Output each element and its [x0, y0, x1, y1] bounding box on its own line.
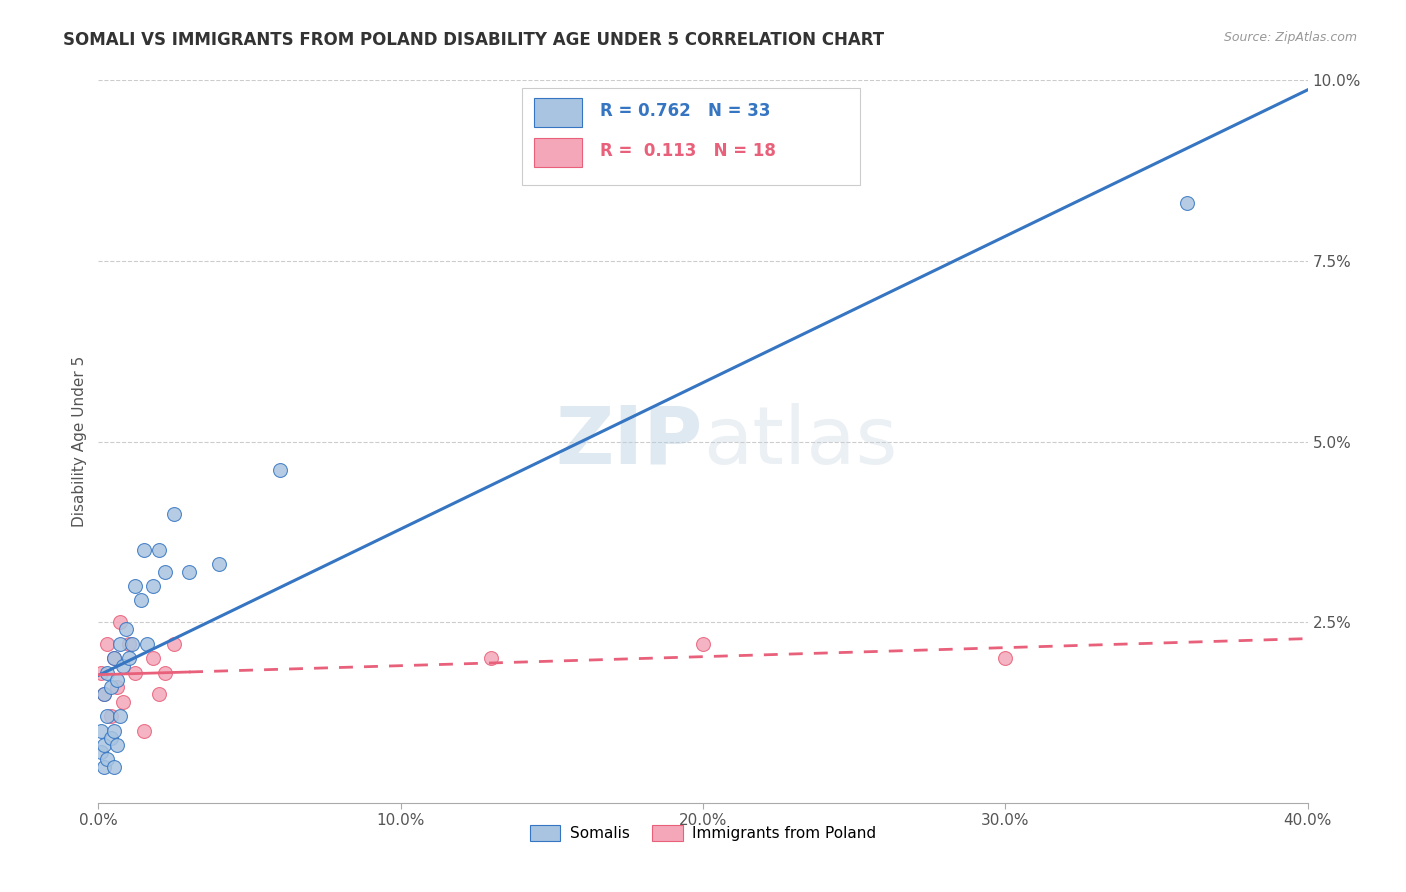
- Y-axis label: Disability Age Under 5: Disability Age Under 5: [72, 356, 87, 527]
- Point: [1175, 196, 1198, 211]
- Point: [108, 709, 131, 723]
- Point: [114, 623, 136, 637]
- Point: [148, 542, 170, 557]
- Point: [100, 709, 122, 723]
- Text: atlas: atlas: [703, 402, 897, 481]
- Point: [108, 615, 131, 630]
- Point: [93, 760, 115, 774]
- Point: [142, 651, 165, 665]
- Point: [105, 680, 128, 694]
- Point: [111, 695, 134, 709]
- Point: [100, 731, 122, 745]
- Text: ZIP: ZIP: [555, 402, 703, 481]
- Point: [179, 565, 201, 579]
- Point: [132, 723, 155, 738]
- Point: [124, 579, 146, 593]
- Point: [208, 558, 231, 572]
- Point: [105, 738, 128, 752]
- Point: [105, 673, 128, 687]
- Point: [135, 637, 157, 651]
- FancyBboxPatch shape: [534, 98, 582, 128]
- Text: R =  0.113   N = 18: R = 0.113 N = 18: [600, 142, 776, 160]
- Point: [994, 651, 1017, 665]
- Point: [103, 651, 125, 665]
- Point: [100, 680, 122, 694]
- Point: [118, 637, 141, 651]
- Point: [93, 687, 115, 701]
- Point: [129, 593, 152, 607]
- Point: [93, 687, 115, 701]
- Point: [163, 507, 186, 521]
- Point: [96, 637, 118, 651]
- Point: [124, 665, 146, 680]
- Point: [692, 637, 714, 651]
- Point: [269, 463, 291, 477]
- Text: Source: ZipAtlas.com: Source: ZipAtlas.com: [1223, 31, 1357, 45]
- FancyBboxPatch shape: [522, 87, 860, 185]
- Point: [96, 709, 118, 723]
- Point: [142, 579, 165, 593]
- Point: [153, 565, 176, 579]
- Point: [96, 665, 118, 680]
- Point: [153, 665, 176, 680]
- Point: [121, 637, 143, 651]
- Point: [118, 651, 141, 665]
- Point: [148, 687, 170, 701]
- Point: [90, 723, 112, 738]
- Text: R = 0.762   N = 33: R = 0.762 N = 33: [600, 103, 770, 120]
- Point: [163, 637, 186, 651]
- Point: [132, 542, 155, 557]
- Point: [90, 745, 112, 759]
- Legend: Somalis, Immigrants from Poland: Somalis, Immigrants from Poland: [523, 819, 883, 847]
- Point: [90, 665, 112, 680]
- Point: [93, 738, 115, 752]
- Point: [103, 760, 125, 774]
- Point: [103, 723, 125, 738]
- FancyBboxPatch shape: [534, 138, 582, 167]
- Point: [111, 658, 134, 673]
- Text: SOMALI VS IMMIGRANTS FROM POLAND DISABILITY AGE UNDER 5 CORRELATION CHART: SOMALI VS IMMIGRANTS FROM POLAND DISABIL…: [63, 31, 884, 49]
- Point: [481, 651, 503, 665]
- Point: [96, 752, 118, 766]
- Point: [108, 637, 131, 651]
- Point: [103, 651, 125, 665]
